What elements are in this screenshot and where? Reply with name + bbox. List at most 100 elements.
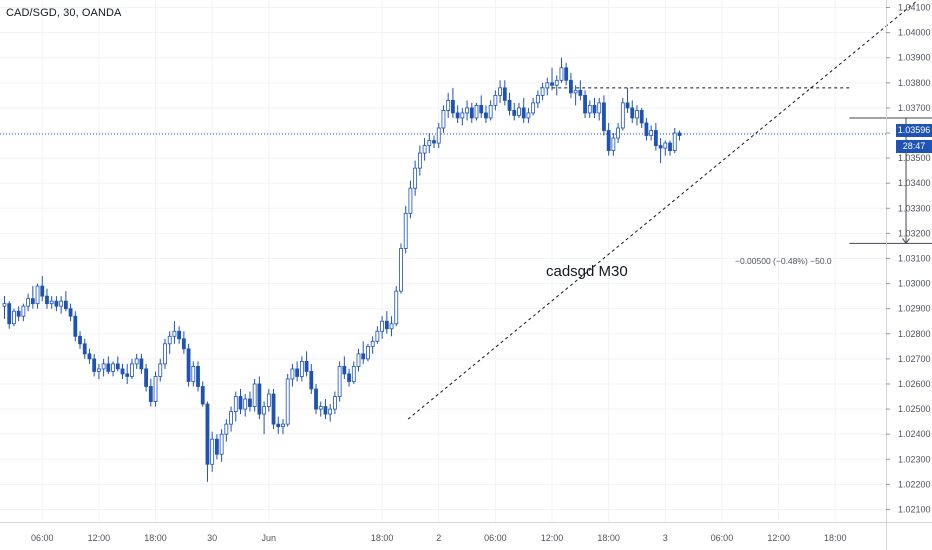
time-axis-label: Jun [262,533,277,543]
measure-arrow-head[interactable] [902,238,910,245]
candle-body [342,366,347,375]
symbol-title[interactable]: CAD/SGD, 30, OANDA [6,7,122,19]
candle-body [616,127,620,139]
candle-body [16,310,21,317]
price-axis-label: 1.03700 [898,103,931,113]
candle-body [668,142,672,151]
candle-body [540,87,545,96]
candle-body [177,330,182,340]
candle-body [2,303,7,307]
candle-body [214,438,219,455]
candle-body [111,363,115,372]
candle-body [512,110,517,116]
price-axis-label: 1.03100 [898,253,931,263]
candle-body [238,396,243,410]
candle-body [413,167,418,189]
candle-body [606,130,611,151]
candle-body [573,89,578,94]
candle-body [427,140,432,146]
candle-body [479,105,484,114]
candle-body [361,353,366,360]
price-axis-label: 1.02700 [898,354,931,364]
candle-body [45,295,49,305]
candle-body [106,363,111,372]
time-axis-label: 12:00 [541,533,564,543]
candle-body [266,393,271,407]
candle-body [583,94,587,114]
candle-body [384,320,389,330]
candle-body [73,315,78,337]
price-axis-label: 1.02300 [898,454,931,464]
candle-body [224,423,229,435]
candle-body [63,300,68,310]
time-axis-label: 18:00 [597,533,620,543]
candle-body [635,110,639,119]
candle-body [658,145,663,149]
time-axis-label: 18:00 [144,533,167,543]
candle-body [139,358,144,370]
candle-body [78,335,82,345]
candle-body [663,142,668,149]
candle-body [248,398,252,407]
candle-body [569,79,573,94]
candle-body [299,360,304,377]
candle-body [507,99,512,111]
candle-body [422,145,427,154]
candle-body [229,411,233,425]
candle-body [620,102,625,129]
candle-body [653,130,658,146]
candle-body [535,94,540,104]
candle-body [488,105,493,119]
candle-body [35,285,40,305]
candle-body [351,366,356,382]
candle-body [432,140,436,144]
time-axis-label: 12:00 [88,533,111,543]
candle-body [347,373,351,382]
candle-body [441,110,446,129]
candle-body [564,67,569,81]
candle-body [332,396,337,410]
candle-body [460,112,465,119]
time-axis-label: 06:00 [484,533,507,543]
candle-body [200,386,205,405]
candle-body [252,383,257,407]
chart-drawings[interactable] [0,0,932,420]
price-axis-label: 1.02100 [898,504,931,514]
candle-body [474,105,479,119]
candle-body [314,388,318,410]
price-axis-label: 1.03900 [898,53,931,63]
price-axis-label: 1.02500 [898,404,931,414]
time-axis-label: 3 [663,533,668,543]
candle-body [625,102,630,109]
candle-body [677,132,682,136]
candle-body [592,105,597,114]
candle-body [531,102,536,114]
candle-body [295,368,300,377]
candle-body [68,308,73,317]
time-axis-label: 12:00 [767,533,790,543]
chart-annotation-text[interactable]: cadsgd M30 [546,263,628,280]
candle-body [672,132,677,151]
candle-body [262,406,267,415]
candle-body [163,343,167,365]
candle-body [281,423,285,428]
price-axis-label: 1.03500 [898,153,931,163]
candle-body [233,396,238,412]
candle-body [196,366,200,387]
bar-countdown-badge: 28:47 [896,140,932,153]
candle-body [82,343,87,355]
candle-body [450,99,455,114]
candle-body [125,373,130,377]
price-axis-label: 1.04100 [898,3,931,13]
trendline[interactable] [407,0,932,420]
candle-body [158,363,163,377]
price-axis-label: 1.03000 [898,279,931,289]
candle-body [323,406,328,415]
candle-body [328,408,333,415]
candle-body [97,368,101,372]
candle-body [134,358,139,365]
candle-body [30,298,35,305]
price-axis-label: 1.02600 [898,379,931,389]
